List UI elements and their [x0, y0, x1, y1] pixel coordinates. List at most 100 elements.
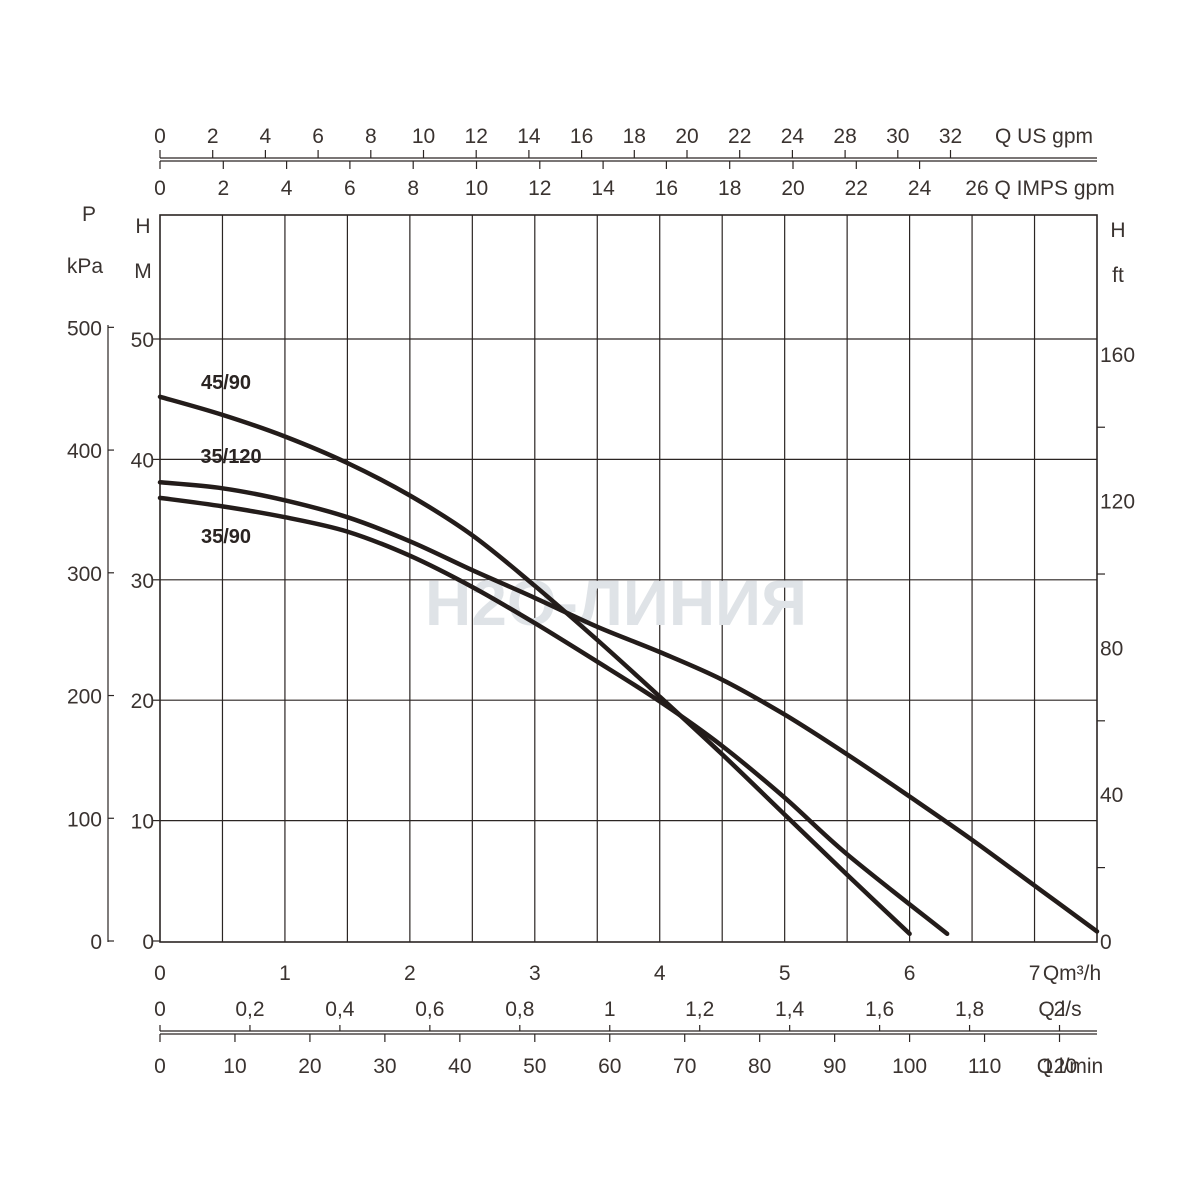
- feet-axis-unit: ft: [1112, 264, 1124, 287]
- x-tick-label: 3: [529, 962, 541, 985]
- lmin-tick-label: 40: [448, 1055, 471, 1078]
- curve-35-90: [157, 495, 950, 937]
- pressure-axis-label: P: [82, 203, 96, 226]
- lmin-tick-label: 70: [673, 1055, 696, 1078]
- pressure-tick-label: 500: [67, 317, 102, 340]
- us-gpm-tick-label: 28: [833, 125, 856, 148]
- x-axis-label: Qm³/h: [1043, 962, 1101, 985]
- x-tick-label: 0: [154, 962, 166, 985]
- lmin-tick-label: 0: [154, 1055, 166, 1078]
- curve-35-120: [157, 480, 1100, 934]
- feet-tick-label: 160: [1100, 344, 1135, 367]
- x-tick-label: 5: [779, 962, 791, 985]
- x-tick-label: 1: [279, 962, 291, 985]
- ls-axis-label: Q l/s: [1038, 998, 1081, 1021]
- us-gpm-tick-label: 18: [623, 125, 646, 148]
- us-gpm-tick-label: 20: [675, 125, 698, 148]
- lmin-tick-label: 110: [968, 1055, 1001, 1078]
- plot-frame: [159, 214, 1098, 943]
- x-tick-label: 6: [904, 962, 916, 985]
- chart-grid: [159, 214, 1098, 943]
- y-tick-label: 0: [142, 931, 154, 954]
- y-tick-label: 40: [131, 449, 154, 472]
- y-axis-unit-m: M: [134, 260, 152, 283]
- y-tick-label: 50: [131, 329, 154, 352]
- ls-tick-label: 2: [1054, 998, 1066, 1021]
- pressure-tick-label: 300: [67, 563, 102, 586]
- imps-gpm-tick-label: 4: [281, 177, 293, 200]
- imps-gpm-tick-label: 20: [781, 177, 804, 200]
- ls-tick-label: 0: [154, 998, 166, 1021]
- pressure-axis-unit: kPa: [67, 255, 104, 278]
- watermark: H2O-ЛИНИЯ: [425, 567, 807, 639]
- x-tick-label: 7: [1029, 962, 1041, 985]
- curve-label-45-90: 45/90: [201, 372, 251, 394]
- us-gpm-tick-label: 30: [886, 125, 909, 148]
- pressure-tick-label: 100: [67, 808, 102, 831]
- curve-labels: 45/90 35/120 35/90: [200, 372, 261, 548]
- us-gpm-tick-label: 0: [154, 125, 166, 148]
- performance-curves: [157, 394, 1100, 937]
- axes: HM01020304050PkPa0100200300400500Hft0408…: [67, 125, 1135, 1078]
- x-tick-label: 4: [654, 962, 666, 985]
- lmin-tick-label: 50: [523, 1055, 546, 1078]
- feet-tick-label: 0: [1100, 931, 1112, 954]
- imps-gpm-tick-label: 18: [718, 177, 741, 200]
- imps-gpm-tick-label: 10: [465, 177, 488, 200]
- lmin-tick-label: 80: [748, 1055, 771, 1078]
- lmin-tick-label: 30: [373, 1055, 396, 1078]
- ls-tick-label: 0,2: [235, 998, 264, 1021]
- imps-gpm-tick-label: 22: [845, 177, 868, 200]
- y-tick-label: 30: [131, 570, 154, 593]
- imps-gpm-tick-label: 2: [217, 177, 229, 200]
- feet-tick-label: 120: [1100, 491, 1135, 514]
- us-gpm-tick-label: 22: [728, 125, 751, 148]
- ls-tick-label: 0,4: [325, 998, 355, 1021]
- feet-tick-label: 40: [1100, 784, 1123, 807]
- pressure-tick-label: 0: [90, 931, 102, 954]
- lmin-tick-label: 10: [223, 1055, 246, 1078]
- pressure-tick-label: 400: [67, 440, 102, 463]
- imps-gpm-tick-label: 14: [591, 177, 615, 200]
- us-gpm-tick-label: 2: [207, 125, 219, 148]
- us-gpm-tick-label: 32: [939, 125, 962, 148]
- y-tick-label: 10: [131, 811, 154, 834]
- lmin-tick-label: 120: [1042, 1055, 1077, 1078]
- ls-tick-label: 0,6: [415, 998, 444, 1021]
- y-tick-label: 20: [131, 690, 154, 713]
- imps-gpm-tick-label: 12: [528, 177, 551, 200]
- imps-gpm-axis-label: 26 Q IMPS gpm: [965, 177, 1114, 200]
- us-gpm-axis-label: Q US gpm: [995, 125, 1093, 148]
- lmin-tick-label: 60: [598, 1055, 621, 1078]
- lmin-tick-label: 100: [892, 1055, 927, 1078]
- curve-45-90: [157, 394, 912, 937]
- us-gpm-tick-label: 12: [465, 125, 488, 148]
- ls-tick-label: 1,6: [865, 998, 894, 1021]
- imps-gpm-tick-label: 0: [154, 177, 166, 200]
- imps-gpm-tick-label: 16: [655, 177, 678, 200]
- feet-axis-label: H: [1110, 219, 1125, 242]
- us-gpm-tick-label: 4: [260, 125, 272, 148]
- imps-gpm-tick-label: 6: [344, 177, 356, 200]
- us-gpm-tick-label: 24: [781, 125, 805, 148]
- ls-tick-label: 1,2: [685, 998, 714, 1021]
- imps-gpm-tick-label: 24: [908, 177, 932, 200]
- x-tick-label: 2: [404, 962, 416, 985]
- y-axis-label-h: H: [135, 215, 150, 238]
- ls-tick-label: 1: [604, 998, 616, 1021]
- us-gpm-tick-label: 14: [517, 125, 541, 148]
- ls-tick-label: 1,8: [955, 998, 984, 1021]
- ls-tick-label: 1,4: [775, 998, 805, 1021]
- curve-label-35-90: 35/90: [201, 526, 251, 548]
- feet-tick-label: 80: [1100, 637, 1123, 660]
- us-gpm-tick-label: 8: [365, 125, 377, 148]
- curve-label-35-120: 35/120: [200, 446, 261, 468]
- us-gpm-tick-label: 16: [570, 125, 593, 148]
- lmin-tick-label: 90: [823, 1055, 846, 1078]
- lmin-tick-label: 20: [298, 1055, 321, 1078]
- us-gpm-tick-label: 6: [312, 125, 324, 148]
- imps-gpm-tick-label: 8: [407, 177, 419, 200]
- lmin-axis-label: Q l/min: [1037, 1055, 1104, 1078]
- ls-tick-label: 0,8: [505, 998, 534, 1021]
